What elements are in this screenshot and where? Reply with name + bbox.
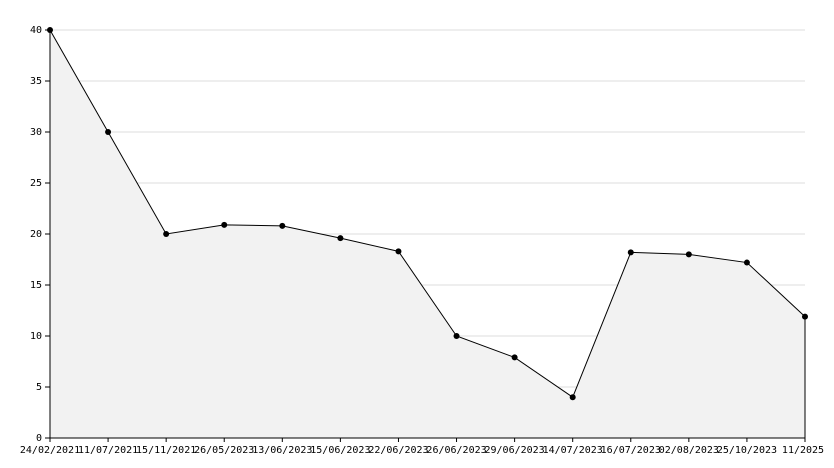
y-tick-label: 40 xyxy=(30,25,42,36)
x-tick-label: 24/02/2021 xyxy=(20,445,80,456)
x-tick-label: 14/07/2023 xyxy=(543,445,603,456)
point xyxy=(221,221,228,228)
line xyxy=(49,29,806,398)
x-tick-label: 11/07/2021 xyxy=(78,445,138,456)
point xyxy=(569,394,576,401)
point xyxy=(743,259,750,266)
x-tick-label: 29/06/2023 xyxy=(485,445,545,456)
x-tick-label: 15/06/2023 xyxy=(310,445,370,456)
x-tick-label: 02/08/2023 xyxy=(659,445,719,456)
x-tick-label: 15/11/2021 xyxy=(136,445,196,456)
point xyxy=(511,354,518,361)
point xyxy=(279,222,286,229)
y-tick-label: 0 xyxy=(36,433,42,444)
point xyxy=(685,251,692,258)
point xyxy=(395,248,402,255)
y-tick-label: 35 xyxy=(30,76,42,87)
point xyxy=(627,249,634,256)
x-tick-label: 26/06/2023 xyxy=(426,445,486,456)
x-tick-label: 11/2025 xyxy=(782,445,824,456)
x-tick-label: 22/06/2023 xyxy=(368,445,428,456)
x-tick-label: 13/06/2023 xyxy=(252,445,312,456)
x-tick-label: 26/05/2023 xyxy=(194,445,254,456)
point xyxy=(163,231,170,237)
y-tick-label: 5 xyxy=(36,382,42,393)
area xyxy=(50,30,805,438)
y-tick-label: 15 xyxy=(30,280,42,291)
point xyxy=(337,235,344,242)
y-tick-label: 20 xyxy=(30,229,42,240)
point xyxy=(453,333,460,339)
y-tick-label: 30 xyxy=(30,127,42,138)
x-tick-label: 16/07/2023 xyxy=(601,445,661,456)
y-tick-label: 10 xyxy=(30,331,42,342)
point xyxy=(105,129,112,135)
x-tick-label: 25/10/2023 xyxy=(717,445,777,456)
point xyxy=(802,313,808,320)
y-tick-label: 25 xyxy=(30,178,42,189)
